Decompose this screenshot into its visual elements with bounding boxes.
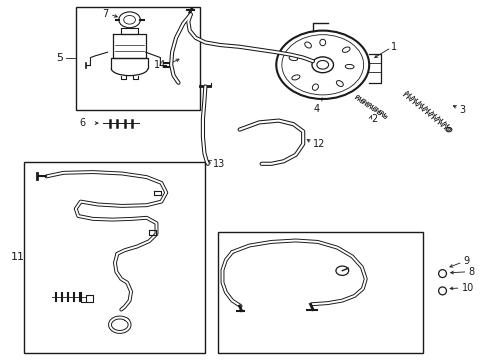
Text: 14: 14 (154, 60, 166, 70)
Bar (217, 232, 422, 353)
Text: 13: 13 (212, 159, 224, 169)
Text: 9: 9 (463, 256, 469, 266)
Bar (24, 162, 205, 353)
Text: 7: 7 (102, 9, 108, 19)
Bar (76, 7, 200, 110)
Text: 8: 8 (468, 267, 474, 277)
Text: 1: 1 (390, 42, 397, 52)
Text: 5: 5 (57, 53, 63, 63)
Text: 2: 2 (371, 114, 377, 124)
Text: 11: 11 (11, 252, 25, 262)
Text: 12: 12 (312, 139, 325, 149)
Text: 3: 3 (459, 105, 465, 115)
Text: 10: 10 (461, 283, 473, 293)
Text: 4: 4 (313, 104, 319, 114)
Text: 6: 6 (79, 118, 85, 128)
